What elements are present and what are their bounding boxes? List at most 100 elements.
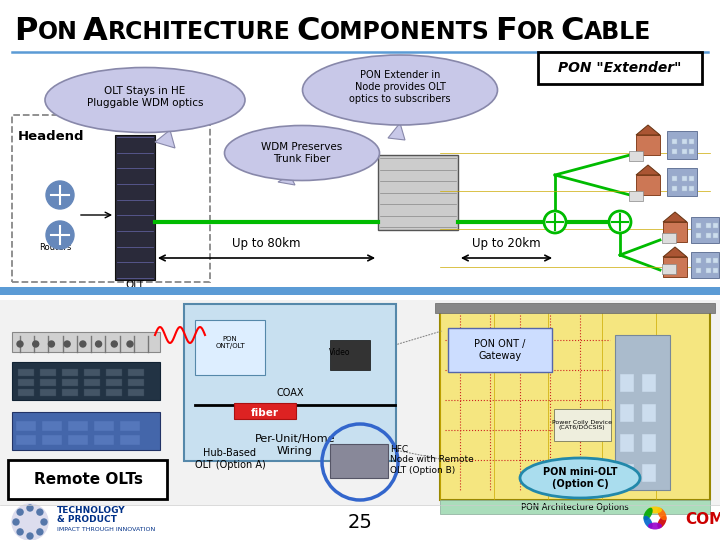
Text: Routers: Routers <box>39 243 71 252</box>
Circle shape <box>27 533 33 539</box>
Bar <box>696 223 701 228</box>
Bar <box>94 421 114 431</box>
Circle shape <box>27 505 33 511</box>
Text: TECHNOLOGY: TECHNOLOGY <box>57 506 125 515</box>
Ellipse shape <box>644 508 653 521</box>
Bar <box>12 362 160 400</box>
Text: COMCAST: COMCAST <box>685 512 720 528</box>
Text: Up to 80km: Up to 80km <box>232 237 300 250</box>
FancyBboxPatch shape <box>448 328 552 372</box>
Polygon shape <box>663 212 687 222</box>
Circle shape <box>41 519 47 525</box>
Text: IMPACT THROUGH INNOVATION: IMPACT THROUGH INNOVATION <box>57 527 156 532</box>
Polygon shape <box>636 125 660 135</box>
Text: Hub-Based
OLT (Option A): Hub-Based OLT (Option A) <box>194 448 266 470</box>
Ellipse shape <box>225 125 379 180</box>
FancyBboxPatch shape <box>234 403 296 419</box>
Polygon shape <box>636 165 660 175</box>
Bar <box>689 149 694 154</box>
Bar <box>689 139 694 144</box>
Bar <box>706 258 711 263</box>
Bar <box>713 258 718 263</box>
Bar <box>689 176 694 181</box>
Text: WDM Preserves
Trunk Fiber: WDM Preserves Trunk Fiber <box>261 142 343 164</box>
FancyBboxPatch shape <box>184 304 396 461</box>
Text: PON "Extender": PON "Extender" <box>558 61 682 75</box>
Polygon shape <box>388 123 405 140</box>
Bar <box>682 186 687 191</box>
Bar <box>18 369 34 376</box>
Bar <box>615 335 670 490</box>
Bar <box>636 175 660 195</box>
Bar <box>106 389 122 396</box>
Text: Headend: Headend <box>18 131 84 144</box>
FancyBboxPatch shape <box>12 115 210 282</box>
Text: OR: OR <box>517 20 555 44</box>
Bar <box>713 233 718 238</box>
Bar <box>120 421 140 431</box>
Bar <box>642 404 656 422</box>
Text: ON: ON <box>37 20 77 44</box>
Text: Remote OLTs: Remote OLTs <box>34 472 143 488</box>
Text: P: P <box>14 17 37 48</box>
Circle shape <box>96 341 102 347</box>
Bar <box>62 379 78 386</box>
Bar <box>0 300 720 505</box>
Bar <box>18 379 34 386</box>
Bar <box>84 379 100 386</box>
Bar <box>682 176 687 181</box>
Text: Video: Video <box>329 348 351 357</box>
Bar <box>120 435 140 445</box>
Text: C: C <box>296 17 320 48</box>
Circle shape <box>17 341 23 347</box>
Bar <box>706 233 711 238</box>
Bar <box>667 168 697 196</box>
Bar <box>440 500 710 514</box>
Text: RCHITECTURE: RCHITECTURE <box>108 20 291 44</box>
Ellipse shape <box>644 516 653 528</box>
Circle shape <box>37 529 43 535</box>
Bar <box>672 149 677 154</box>
Bar <box>636 135 660 155</box>
Bar <box>672 186 677 191</box>
Bar <box>16 435 36 445</box>
Bar <box>16 421 36 431</box>
Ellipse shape <box>302 55 498 125</box>
Text: Up to 20km: Up to 20km <box>472 237 540 250</box>
FancyBboxPatch shape <box>440 305 710 500</box>
Circle shape <box>48 341 55 347</box>
Bar <box>0 287 720 295</box>
Circle shape <box>127 341 133 347</box>
Bar <box>672 176 677 181</box>
Bar <box>128 369 144 376</box>
Bar <box>128 379 144 386</box>
Text: COAX: COAX <box>276 388 304 398</box>
Bar <box>42 435 62 445</box>
Bar <box>629 151 643 161</box>
Bar <box>84 369 100 376</box>
Circle shape <box>609 211 631 233</box>
Bar <box>662 233 676 243</box>
Bar <box>691 217 719 243</box>
Bar <box>696 233 701 238</box>
Bar <box>18 389 34 396</box>
Ellipse shape <box>45 68 245 132</box>
Bar <box>12 332 160 352</box>
Bar <box>40 369 56 376</box>
Bar <box>195 320 265 375</box>
Text: OLT Stays in HE
Pluggable WDM optics: OLT Stays in HE Pluggable WDM optics <box>86 86 203 108</box>
Text: PON Architecture Options: PON Architecture Options <box>521 503 629 511</box>
FancyBboxPatch shape <box>538 52 702 84</box>
Circle shape <box>64 341 70 347</box>
Bar <box>40 379 56 386</box>
Bar <box>682 139 687 144</box>
Ellipse shape <box>648 507 662 514</box>
Bar <box>12 53 708 290</box>
Bar <box>42 421 62 431</box>
Bar <box>663 257 687 277</box>
Bar <box>378 155 458 230</box>
Text: OMPONENTS: OMPONENTS <box>320 20 490 44</box>
FancyBboxPatch shape <box>554 409 611 441</box>
Bar <box>713 268 718 273</box>
Bar <box>84 389 100 396</box>
